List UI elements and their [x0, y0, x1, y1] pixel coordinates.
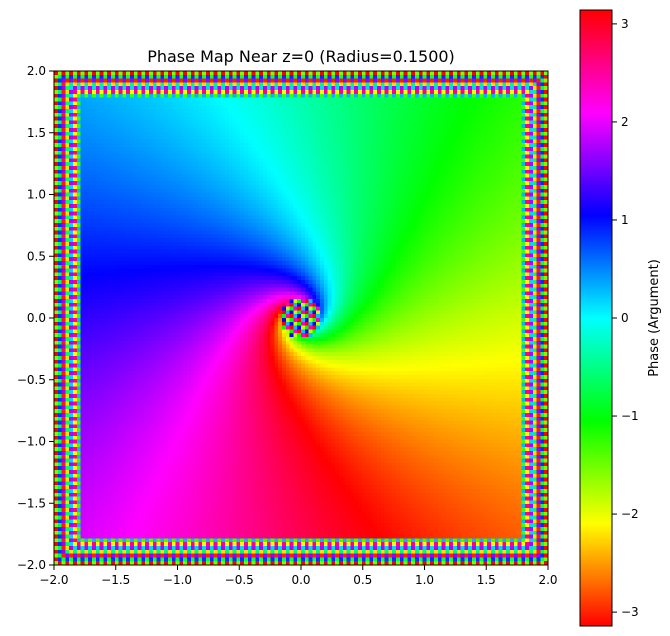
- x-tick-label: −1.5: [101, 573, 130, 587]
- colorbar-tick-label: −1: [621, 409, 639, 423]
- y-tick-label: −1.0: [17, 435, 46, 449]
- y-tick-label: −0.5: [17, 373, 46, 387]
- y-tick-label: 1.0: [27, 188, 46, 202]
- y-tick-label: 2.0: [27, 64, 46, 78]
- heatmap-plot: [53, 70, 549, 566]
- y-tick-label: 1.5: [27, 126, 46, 140]
- colorbar-gradient: [579, 9, 613, 627]
- y-axis: −2.0 −1.5 −1.0 −0.5 0.0 0.5 1.0 1.5 2.0: [17, 64, 54, 572]
- x-tick-label: −0.5: [225, 573, 254, 587]
- x-tick-label: 0.0: [291, 573, 310, 587]
- x-tick-label: 1.0: [415, 573, 434, 587]
- x-tick-label: −1.0: [163, 573, 192, 587]
- y-tick-label: −1.5: [17, 496, 46, 510]
- colorbar-ticks: −3 −2 −1 0 1 2 3: [612, 17, 639, 619]
- colorbar-tick-label: 2: [621, 115, 629, 129]
- y-tick-label: 0.0: [27, 311, 46, 325]
- colorbar-tick-label: −2: [621, 507, 639, 521]
- colorbar: −3 −2 −1 0 1 2 3 Phase (Argument): [579, 9, 662, 627]
- y-tick-label: −2.0: [17, 558, 46, 572]
- chart-title: Phase Map Near z=0 (Radius=0.1500): [147, 47, 455, 66]
- colorbar-label: Phase (Argument): [647, 259, 662, 377]
- colorbar-tick-label: −3: [621, 605, 639, 619]
- x-tick-label: 0.5: [353, 573, 372, 587]
- colorbar-tick-label: 0: [621, 311, 629, 325]
- x-tick-label: −2.0: [39, 573, 68, 587]
- x-tick-label: 2.0: [538, 573, 557, 587]
- x-tick-label: 1.5: [477, 573, 496, 587]
- phase-heatmap: [54, 71, 548, 565]
- y-tick-label: 0.5: [27, 249, 46, 263]
- colorbar-tick-label: 1: [621, 213, 629, 227]
- colorbar-tick-label: 3: [621, 17, 629, 31]
- x-axis: −2.0 −1.5 −1.0 −0.5 0.0 0.5 1.0 1.5 2.0: [39, 565, 558, 587]
